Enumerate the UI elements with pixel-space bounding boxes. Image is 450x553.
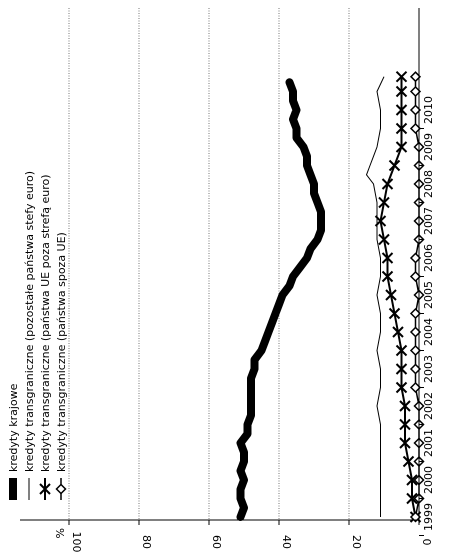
series-3	[374, 70, 422, 523]
cross-marker	[378, 233, 390, 246]
series-line-domestic	[236, 78, 325, 521]
cross-marker	[406, 492, 418, 505]
legend-label-4: kredyty transgraniczne (państwa spoza UE…	[55, 232, 68, 472]
legend-item-4: kredyty transgraniczne (państwa spoza UE…	[55, 232, 68, 500]
cross-marker	[392, 326, 404, 338]
cross-marker	[395, 85, 408, 98]
value-tick-label-100: 100	[70, 532, 83, 553]
cross-marker	[395, 363, 408, 375]
cross-marker	[395, 104, 408, 116]
year-tick-label-2008: 2008	[422, 170, 435, 198]
year-tick-label-2001: 2001	[422, 429, 435, 457]
legend-symbol-diamond	[55, 483, 67, 495]
cross-marker	[381, 178, 394, 190]
series-layer	[236, 70, 425, 523]
grid-lines	[68, 8, 350, 520]
legend-label-2: kredyty transgraniczne (pozostałe państw…	[23, 171, 36, 472]
value-tick-label-20: 20	[350, 535, 363, 549]
value-tick-label-40: 40	[280, 535, 293, 549]
cross-marker	[395, 70, 408, 83]
cross-marker	[395, 381, 408, 394]
legend-item-3: kredyty transgraniczne (państwa UE poza …	[39, 174, 52, 500]
series-line-euro	[365, 76, 385, 517]
year-tick-label-2006: 2006	[422, 244, 435, 272]
axes: 0 20 40 60 80 100% 1999 2000 2001 2002 2003 2004 200…	[20, 8, 435, 553]
cross-marker	[385, 289, 397, 301]
cross-marker	[388, 307, 401, 320]
value-tick-label-60: 60	[210, 535, 223, 549]
cross-marker	[381, 270, 394, 283]
year-tick-label-1999: 1999	[422, 503, 435, 531]
cross-marker	[399, 437, 411, 449]
year-tick-label-2002: 2002	[422, 392, 435, 420]
legend-symbol-cross	[39, 483, 51, 495]
legend-label-3: kredyty transgraniczne (państwa UE poza …	[39, 174, 52, 472]
cross-marker	[395, 122, 408, 135]
legend-item-1: kredyty krajowe	[7, 383, 20, 500]
year-tick-label-2005: 2005	[422, 281, 435, 309]
year-tick-label-2007: 2007	[422, 207, 435, 235]
cross-marker	[399, 400, 411, 412]
year-tick-label-2009: 2009	[422, 133, 435, 161]
cross-marker	[399, 418, 411, 431]
value-tick-label-80: 80	[140, 535, 153, 549]
legend-label-1: kredyty krajowe	[7, 383, 20, 472]
cross-marker	[378, 196, 390, 209]
year-tick-label-2010: 2010	[422, 96, 435, 124]
series-1	[236, 78, 325, 521]
cross-marker	[381, 252, 394, 264]
year-tick-label-2004: 2004	[422, 318, 435, 346]
cross-marker	[374, 215, 387, 227]
legend: kredyty krajowe kredyty transgraniczne (p…	[7, 171, 68, 500]
series-2	[365, 76, 385, 517]
legend-item-2: kredyty transgraniczne (pozostałe państw…	[23, 171, 36, 500]
cross-marker	[402, 455, 415, 468]
year-tick-label-2000: 2000	[422, 466, 435, 494]
cross-marker	[406, 474, 418, 486]
cross-marker	[395, 141, 408, 153]
cross-marker	[395, 344, 408, 357]
year-tick-label-2003: 2003	[422, 355, 435, 383]
cross-marker	[388, 159, 401, 172]
value-tick-label-0: 0	[420, 539, 433, 546]
unit-label: %	[53, 528, 66, 538]
